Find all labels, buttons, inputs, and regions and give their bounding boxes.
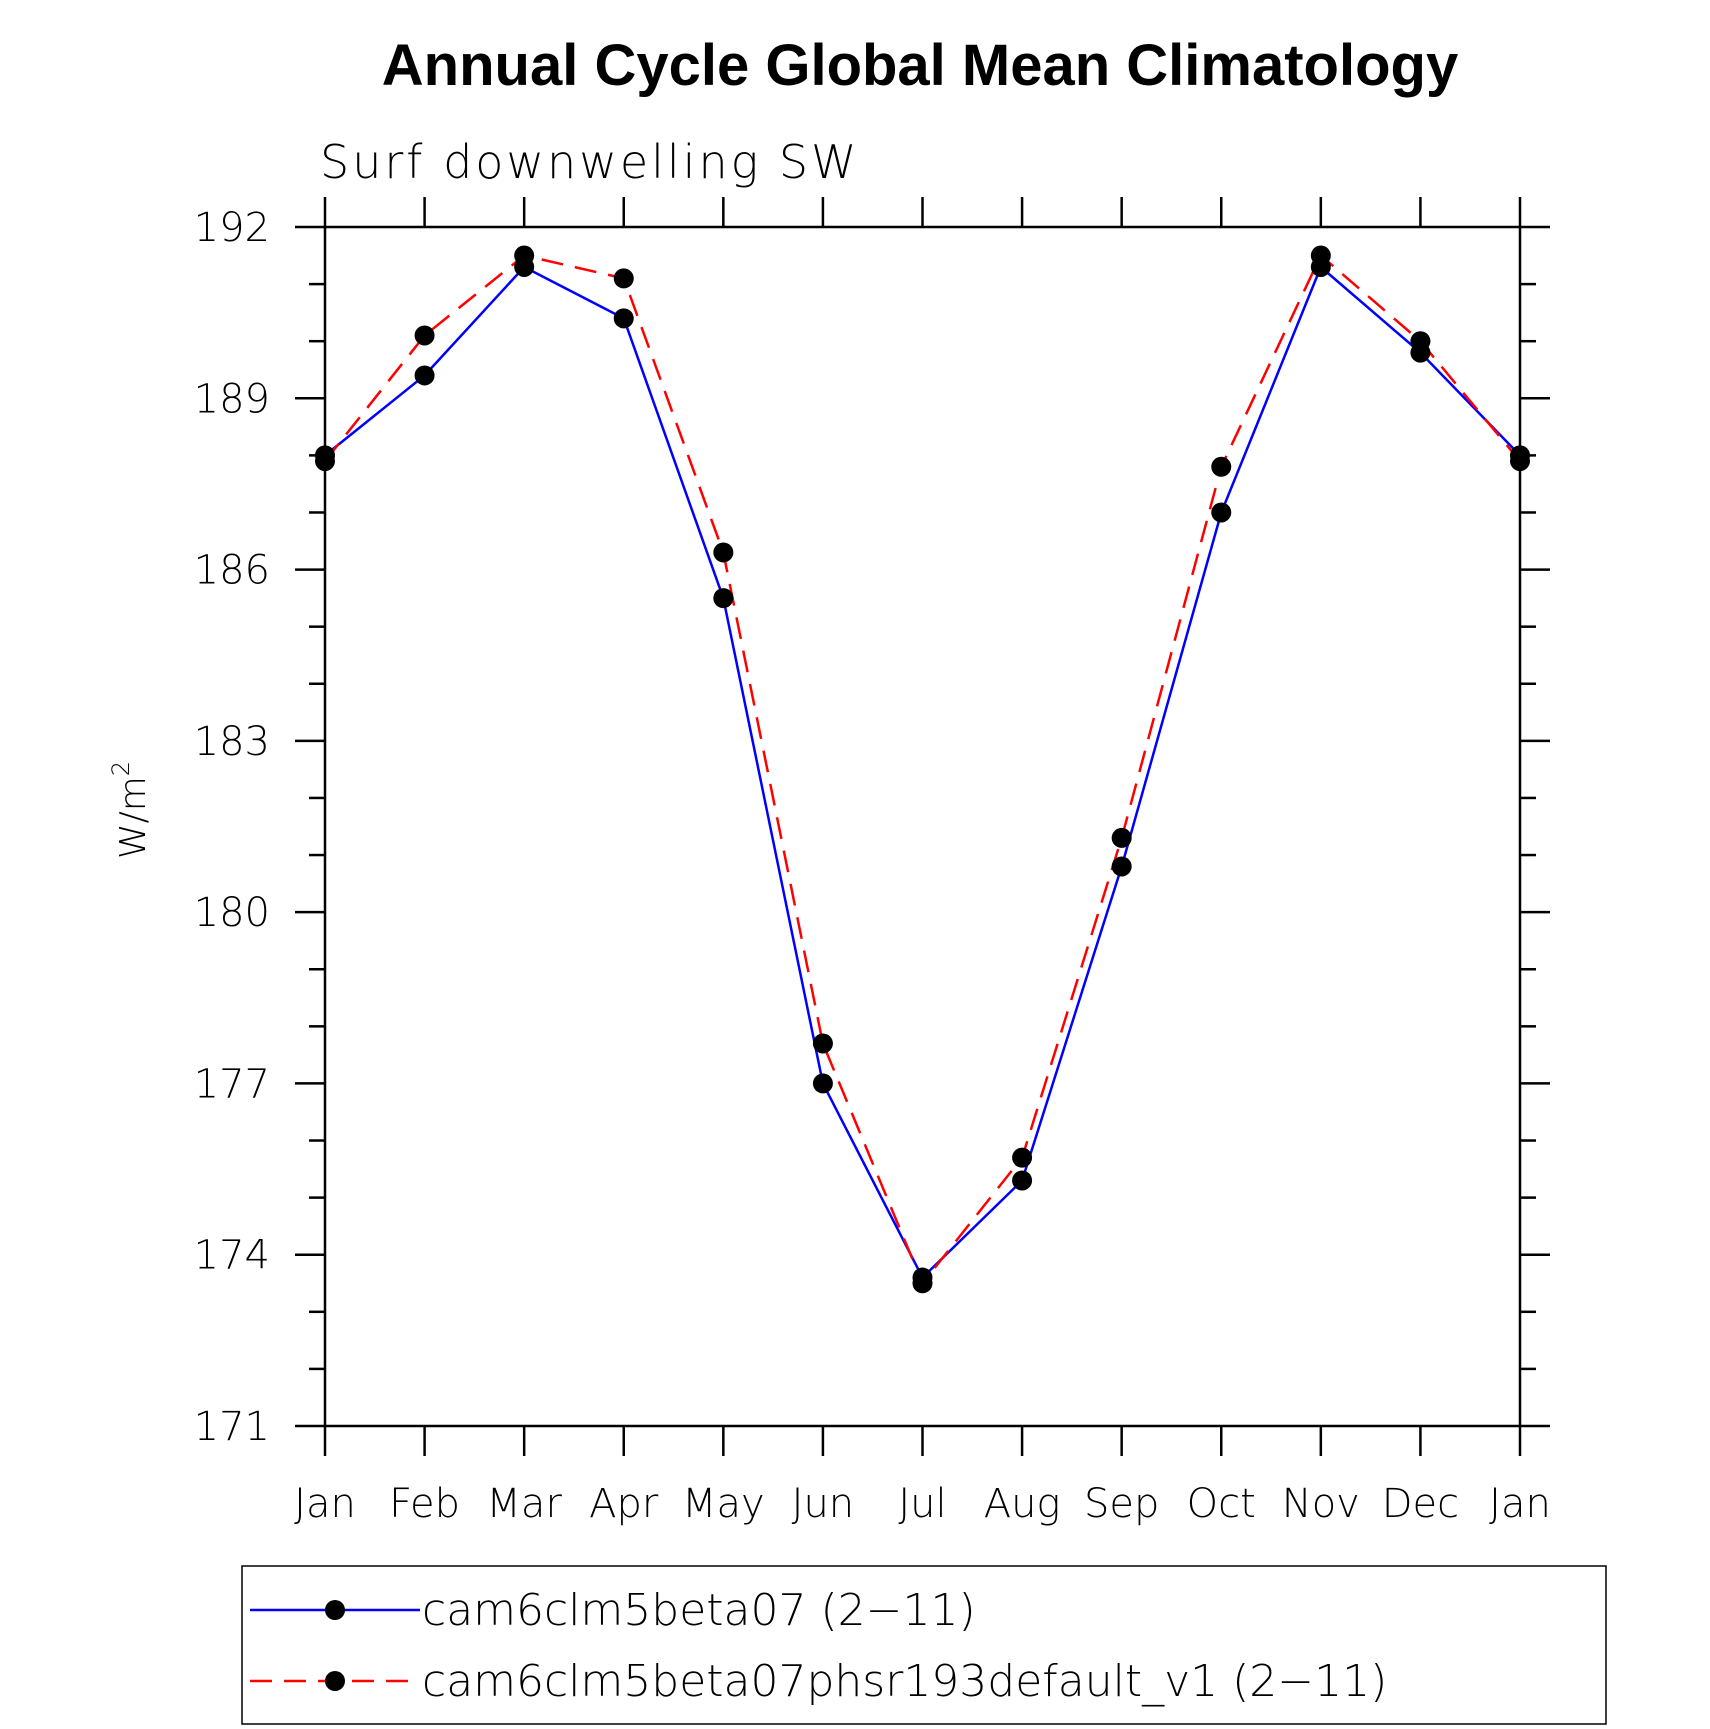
data-point-series-1 xyxy=(812,1073,833,1094)
data-point-series-2 xyxy=(1410,331,1431,352)
data-point-series-1 xyxy=(1211,502,1232,523)
y-tick-label: 171 xyxy=(194,1404,270,1450)
series-lines xyxy=(324,254,1521,1285)
plot-frame xyxy=(323,225,1522,1428)
x-tick-label: Nov xyxy=(1282,1481,1360,1527)
data-point-series-1 xyxy=(414,365,435,386)
legend-marker-series-2 xyxy=(325,1671,345,1691)
data-point-series-2 xyxy=(713,542,734,563)
series-line-1 xyxy=(324,265,1521,1279)
data-point-series-2 xyxy=(1310,245,1331,266)
y-tick-label: 180 xyxy=(194,890,270,936)
data-point-series-2 xyxy=(514,245,535,266)
y-tick-label: 192 xyxy=(194,205,270,251)
legend-label-series-1: cam6clm5beta07 (2−11) xyxy=(422,1585,976,1636)
data-point-series-2 xyxy=(1211,456,1232,477)
x-tick-label: Oct xyxy=(1187,1481,1256,1527)
y-tick-label: 186 xyxy=(194,548,270,594)
series-line-2 xyxy=(324,254,1521,1285)
x-tick-label: Dec xyxy=(1382,1481,1459,1527)
legend-box xyxy=(241,1565,1607,1725)
data-point-series-2 xyxy=(613,268,634,289)
x-tick-label: Mar xyxy=(486,1481,562,1527)
x-tick-label: Apr xyxy=(589,1481,659,1527)
y-tick-label: 189 xyxy=(194,376,270,422)
x-tick-label: Jan xyxy=(294,1481,356,1527)
legend-label-series-2: cam6clm5beta07phsr193default_v1 (2−11) xyxy=(422,1656,1387,1707)
data-point-series-2 xyxy=(812,1033,833,1054)
plot-axes: Jan Feb Mar Apr May Jun Jul Aug Sep Oct Nov Dec Jan 1… xyxy=(194,197,1551,1527)
chart-subtitle: Surf downwelling SW xyxy=(320,135,860,189)
y-axis-label: W/m2 xyxy=(107,761,154,859)
x-tick-label: Aug xyxy=(984,1481,1061,1527)
data-point-series-1 xyxy=(1111,856,1132,877)
x-tick-label: Jan xyxy=(1489,1481,1551,1527)
y-tick-label: 174 xyxy=(194,1233,270,1279)
x-tick-label: Jul xyxy=(898,1481,946,1527)
y-tick-label: 183 xyxy=(194,719,270,765)
data-point-series-2 xyxy=(1510,451,1530,472)
series-group xyxy=(315,245,1530,1294)
legend-marker-series-1 xyxy=(325,1600,345,1620)
y-tick-label: 177 xyxy=(194,1061,270,1107)
data-point-series-2 xyxy=(1111,827,1132,848)
data-point-series-2 xyxy=(315,451,335,472)
x-tick-label: May xyxy=(682,1481,765,1527)
data-point-series-1 xyxy=(1012,1170,1033,1191)
data-point-series-1 xyxy=(713,588,734,609)
legend: cam6clm5beta07 (2−11) cam6clm5beta07phsr… xyxy=(241,1565,1607,1725)
y-axis-label-base: W/m xyxy=(113,776,154,859)
data-point-series-2 xyxy=(912,1273,933,1294)
data-point-series-1 xyxy=(613,308,634,329)
x-tick-label: Feb xyxy=(389,1481,460,1527)
data-point-series-2 xyxy=(1012,1147,1033,1168)
x-tick-label: Jun xyxy=(792,1481,855,1527)
series-markers xyxy=(315,245,1530,1294)
chart-title: Annual Cycle Global Mean Climatology xyxy=(382,33,1458,98)
y-axis-label-superscript: 2 xyxy=(107,761,135,776)
x-tick-label: Sep xyxy=(1084,1481,1159,1527)
data-point-series-2 xyxy=(414,325,435,346)
